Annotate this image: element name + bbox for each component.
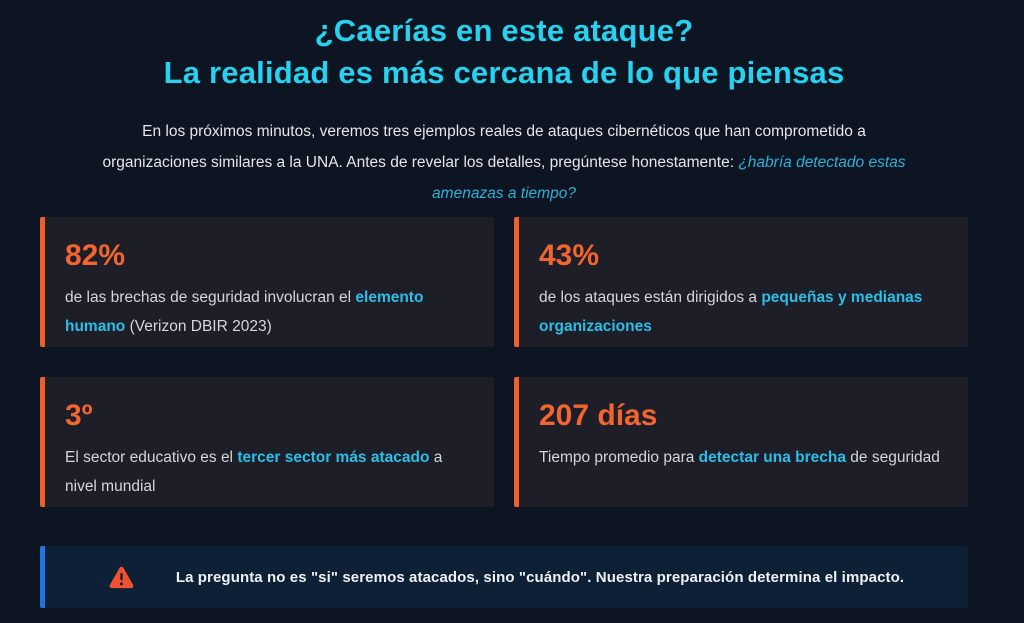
stat-card-targeted-attacks: 43% de los ataques están dirigidos a peq… bbox=[514, 217, 968, 347]
page-title-line2: La realidad es más cercana de lo que pie… bbox=[163, 55, 845, 90]
stat-desc-highlight: detectar una brecha bbox=[698, 449, 846, 466]
stat-desc-highlight: elemento humano bbox=[65, 289, 424, 335]
warning-icon bbox=[109, 566, 134, 589]
stat-desc-text: de los ataques están dirigidos a bbox=[539, 289, 762, 306]
stat-desc-tail: de seguridad bbox=[845, 449, 940, 466]
stat-desc-highlight: pequeñas y medianas organizaciones bbox=[539, 289, 923, 335]
stat-value: 82% bbox=[65, 239, 126, 272]
alert-banner: La pregunta no es "si" seremos atacados,… bbox=[40, 546, 968, 608]
intro-paragraph: En los próximos minutos, veremos tres ej… bbox=[99, 116, 909, 209]
stat-value: 207 días bbox=[539, 399, 658, 432]
intro-text: En los próximos minutos, veremos tres ej… bbox=[102, 123, 866, 171]
stat-value: 43% bbox=[539, 239, 600, 272]
stat-desc-text: de las brechas de seguridad involucran e… bbox=[65, 289, 356, 306]
alert-message: La pregunta no es "si" seremos atacados,… bbox=[175, 568, 905, 586]
stat-description: Tiempo promedio para detectar una brecha… bbox=[539, 443, 946, 472]
intro-question: ¿habría detectado estas amenazas a tiemp… bbox=[432, 154, 906, 202]
stat-value: 3º bbox=[65, 399, 93, 432]
page-title-line1: ¿Caerías en este ataque? bbox=[314, 13, 694, 48]
stat-desc-text: El sector educativo es el bbox=[65, 449, 238, 466]
stat-desc-tail: a nivel mundial bbox=[65, 449, 443, 495]
stat-card-detection-time: 207 días Tiempo promedio para detectar u… bbox=[514, 377, 968, 507]
page-title: ¿Caerías en este ataque? La realidad es … bbox=[40, 10, 968, 94]
stat-description: de las brechas de seguridad involucran e… bbox=[65, 283, 472, 341]
stat-description: El sector educativo es el tercer sector … bbox=[65, 443, 472, 501]
stat-card-education-sector: 3º El sector educativo es el tercer sect… bbox=[40, 377, 494, 507]
stat-description: de los ataques están dirigidos a pequeña… bbox=[539, 283, 946, 341]
stats-grid: 82% de las brechas de seguridad involucr… bbox=[40, 217, 968, 507]
stat-desc-source: (Verizon DBIR 2023) bbox=[125, 318, 272, 335]
stat-card-breaches: 82% de las brechas de seguridad involucr… bbox=[40, 217, 494, 347]
stat-desc-text: Tiempo promedio para bbox=[539, 449, 699, 466]
stat-desc-highlight: tercer sector más atacado bbox=[237, 449, 430, 466]
